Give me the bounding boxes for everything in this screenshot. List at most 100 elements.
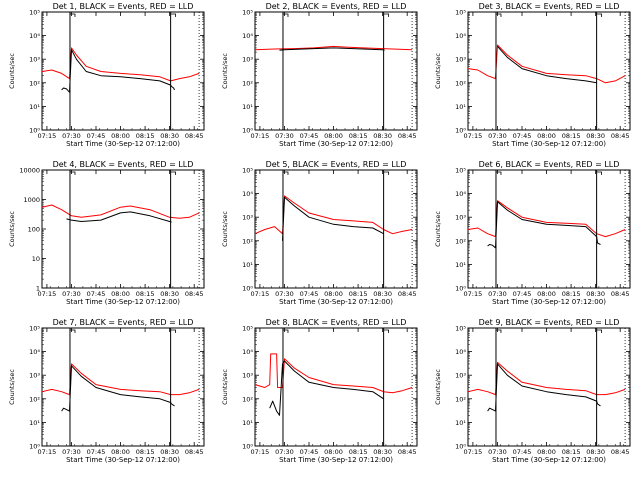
y-tick-label: 10² (242, 79, 253, 87)
y-tick-label: 10 (32, 255, 40, 263)
x-tick-label: 07:30 (62, 132, 81, 140)
y-tick-label: 10² (455, 79, 466, 87)
x-axis-label: Start Time (30-Sep-12 07:12:00) (66, 298, 180, 306)
y-tick-label: 10¹ (29, 419, 40, 427)
series-lld-line (41, 47, 200, 82)
x-axis-label: Start Time (30-Sep-12 07:12:00) (279, 298, 393, 306)
y-axis-label: Counts/sec (8, 211, 16, 247)
y-tick-label: 10⁴ (242, 32, 253, 40)
x-tick-label: 08:45 (185, 290, 204, 298)
y-axis-label: Counts/sec (8, 369, 16, 405)
y-tick-label: 100 (28, 226, 40, 234)
x-axis-label: Start Time (30-Sep-12 07:12:00) (492, 140, 606, 148)
y-tick-label: 10⁰ (29, 127, 40, 135)
y-axis-label: Counts/sec (221, 211, 229, 247)
y-tick-label: 10¹ (455, 261, 466, 269)
x-tick-label: 07:15 (464, 448, 483, 456)
x-tick-label: 08:15 (136, 448, 155, 456)
x-tick-label: 08:45 (398, 290, 417, 298)
panel-title: Det 3, BLACK = Events, RED = LLD (479, 2, 620, 11)
y-axis-label: Counts/sec (434, 53, 442, 89)
x-tick-label: 08:15 (136, 290, 155, 298)
y-axis-label: Counts/sec (434, 211, 442, 247)
x-tick-label: 08:30 (160, 132, 179, 140)
y-tick-label: 10² (29, 395, 40, 403)
marker-flag (282, 13, 289, 17)
y-tick-label: 10⁴ (455, 190, 466, 198)
series-events-line (279, 47, 385, 51)
x-tick-label: 08:15 (349, 448, 368, 456)
panel-det-2: Det 2, BLACK = Events, RED = LLD 10⁰ 10¹ 10… (221, 2, 418, 148)
series-events-line (66, 211, 172, 223)
series-events-line (61, 49, 175, 93)
series-lld-line (254, 195, 413, 235)
series-events-line (487, 201, 601, 249)
x-tick-label: 08:15 (349, 132, 368, 140)
plot-frame (254, 169, 418, 289)
x-tick-label: 08:00 (537, 448, 556, 456)
x-tick-label: 08:00 (111, 448, 130, 456)
x-tick-label: 08:30 (160, 290, 179, 298)
y-tick-label: 10⁰ (455, 127, 466, 135)
x-tick-label: 07:15 (251, 448, 270, 456)
plot-frame (467, 327, 631, 447)
y-tick-label: 10² (455, 395, 466, 403)
x-axis-label: Start Time (30-Sep-12 07:12:00) (66, 456, 180, 464)
y-tick-label: 10³ (455, 372, 466, 380)
y-tick-label: 10⁴ (455, 348, 466, 356)
plot-frame (467, 11, 631, 131)
x-tick-label: 07:45 (87, 290, 106, 298)
x-axis-label: Start Time (30-Sep-12 07:12:00) (492, 456, 606, 464)
x-tick-label: 08:30 (586, 132, 605, 140)
x-tick-label: 08:30 (586, 448, 605, 456)
x-tick-label: 07:15 (251, 290, 270, 298)
x-tick-label: 07:45 (300, 290, 319, 298)
x-tick-label: 07:15 (38, 290, 57, 298)
panel-title: Det 4, BLACK = Events, RED = LLD (53, 160, 194, 169)
x-tick-label: 07:15 (464, 290, 483, 298)
x-tick-label: 07:30 (275, 290, 294, 298)
y-tick-label: 10³ (29, 56, 40, 64)
y-tick-label: 10⁵ (29, 9, 40, 17)
x-axis-label: Start Time (30-Sep-12 07:12:00) (279, 456, 393, 464)
series-lld-line (467, 44, 626, 84)
y-tick-label: 10⁴ (29, 32, 40, 40)
y-tick-label: 10³ (29, 372, 40, 380)
marker-flag (383, 13, 390, 17)
panel-det-5: Det 5, BLACK = Events, RED = LLD 10⁰ 10¹ 10… (221, 160, 418, 306)
x-tick-label: 07:45 (513, 132, 532, 140)
y-tick-label: 10¹ (242, 261, 253, 269)
x-tick-label: 07:15 (38, 132, 57, 140)
panel-det-3: Det 3, BLACK = Events, RED = LLD 10⁰ 10¹ 10… (434, 2, 631, 148)
marker-flag (596, 329, 603, 333)
x-axis-label: Start Time (30-Sep-12 07:12:00) (492, 298, 606, 306)
panel-title: Det 2, BLACK = Events, RED = LLD (266, 2, 407, 11)
x-tick-label: 07:30 (62, 448, 81, 456)
marker-flag (170, 329, 177, 333)
y-tick-label: 10² (242, 237, 253, 245)
x-tick-label: 08:15 (349, 290, 368, 298)
y-tick-label: 10³ (242, 214, 253, 222)
x-tick-label: 08:30 (373, 290, 392, 298)
y-tick-label: 10⁰ (455, 443, 466, 451)
x-tick-label: 08:00 (324, 290, 343, 298)
series-events-line (497, 46, 597, 84)
marker-flag (69, 171, 76, 175)
marker-flag (383, 171, 390, 175)
x-tick-label: 08:00 (324, 132, 343, 140)
panel-title: Det 8, BLACK = Events, RED = LLD (266, 318, 407, 327)
x-tick-label: 07:45 (87, 132, 106, 140)
x-tick-label: 08:45 (611, 290, 630, 298)
x-tick-label: 07:15 (251, 132, 270, 140)
x-tick-label: 08:00 (324, 448, 343, 456)
x-tick-label: 07:30 (62, 290, 81, 298)
series-events-line (487, 363, 601, 412)
y-tick-label: 10² (242, 395, 253, 403)
marker-flag (596, 171, 603, 175)
y-tick-label: 10¹ (455, 419, 466, 427)
y-tick-label: 10³ (455, 56, 466, 64)
x-tick-label: 07:15 (464, 132, 483, 140)
y-tick-label: 1 (36, 285, 40, 293)
panel-title: Det 9, BLACK = Events, RED = LLD (479, 318, 620, 327)
x-tick-label: 08:45 (398, 448, 417, 456)
